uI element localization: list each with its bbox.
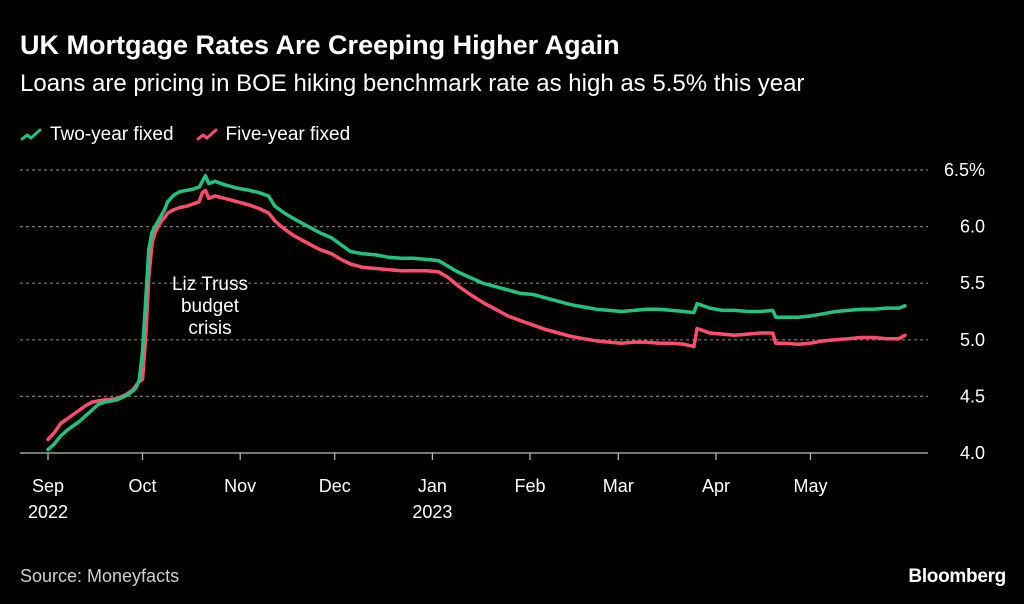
x-tick-label: Sep	[32, 476, 64, 496]
legend-item-five-year: Five-year fixed	[196, 124, 351, 146]
x-tick-year: 2023	[412, 502, 452, 522]
y-axis-ticks: 4.0 4.5 5.0 5.5 6.0 6.5%	[944, 160, 985, 463]
legend-item-two-year: Two-year fixed	[20, 124, 174, 146]
x-axis: Sep 2022 Oct Nov Dec Jan 2023 Feb Mar Apr May	[20, 452, 928, 522]
series-line-five-year-fixed	[46, 188, 907, 442]
annotation-text: crisis	[188, 318, 231, 339]
gridlines	[20, 169, 928, 397]
legend-label-two-year: Two-year fixed	[50, 124, 174, 145]
x-tick-year: 2022	[28, 502, 68, 522]
series-line-two-year-fixed	[46, 173, 907, 452]
legend-checkmark-icon	[20, 128, 42, 141]
series-lines	[46, 173, 907, 452]
x-tick-label: May	[793, 476, 827, 496]
x-tick-label: Mar	[603, 476, 634, 496]
x-tick-label: Apr	[702, 476, 730, 496]
source-note: Source: Moneyfacts	[20, 566, 180, 586]
chart-title: UK Mortgage Rates Are Creeping Higher Ag…	[20, 30, 620, 60]
x-tick-label: Feb	[515, 476, 546, 496]
y-tick-label: 4.5	[960, 386, 985, 406]
x-tick-label: Nov	[224, 476, 256, 496]
annotation-text: Liz Truss	[172, 274, 248, 295]
y-tick-label: 6.5%	[944, 160, 985, 180]
y-tick-label: 5.0	[960, 330, 985, 350]
y-tick-label: 5.5	[960, 273, 985, 293]
x-tick-label: Oct	[129, 476, 157, 496]
chart-subtitle: Loans are pricing in BOE hiking benchmar…	[20, 70, 805, 97]
legend-label-five-year: Five-year fixed	[225, 124, 351, 145]
x-tick-label: Dec	[319, 476, 351, 496]
legend-checkmark-icon	[196, 128, 218, 141]
x-tick-label: Jan	[418, 476, 447, 496]
bloomberg-logo: Bloomberg	[908, 566, 1006, 587]
y-tick-label: 4.0	[960, 443, 985, 463]
y-tick-label: 6.0	[960, 217, 985, 237]
annotation-text: budget	[181, 296, 240, 317]
legend: Two-year fixed Five-year fixed	[20, 124, 372, 146]
